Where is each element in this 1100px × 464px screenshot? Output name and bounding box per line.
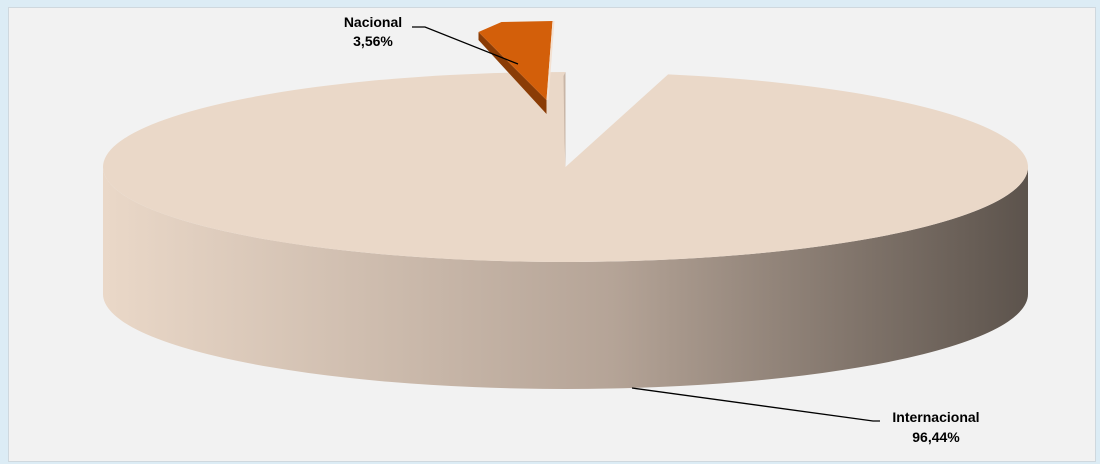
slice-gap-wall [563, 72, 566, 166]
slice-value-nacional: 3,56% [353, 33, 393, 49]
slice-label-internacional: Internacional [892, 409, 979, 425]
leader-line-nacional [412, 26, 519, 65]
slice-top-internacional [102, 72, 1029, 262]
leader-line-internacional [631, 387, 880, 422]
slice-label-nacional: Nacional [344, 14, 402, 30]
slice-edge-nacional [546, 21, 555, 100]
slice-top-nacional [478, 21, 553, 100]
slice-value-internacional: 96,44% [912, 429, 960, 445]
slice-side-internacional [103, 167, 1028, 390]
slice-side-nacional [478, 32, 547, 114]
